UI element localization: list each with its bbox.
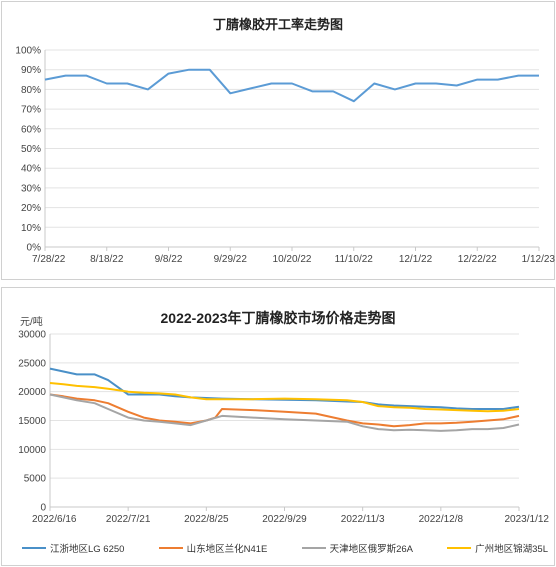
legend-swatch [447, 547, 472, 549]
y-tick-label: 10000 [18, 445, 46, 456]
y-tick-label: 100% [15, 46, 41, 57]
y-tick-label: 0 [40, 503, 46, 514]
x-tick-label: 2022/8/25 [184, 514, 229, 525]
price-chart-legend: 江浙地区LG 6250 山东地区兰化N41E 天津地区俄罗斯26A 广州地区锦湖… [22, 540, 548, 556]
legend-swatch [158, 547, 183, 549]
y-tick-label: 90% [21, 65, 41, 76]
x-tick-label: 12/1/22 [399, 254, 433, 265]
x-tick-label: 7/28/22 [32, 254, 66, 265]
x-tick-label: 2022/9/29 [262, 514, 307, 525]
legend-swatch [22, 547, 46, 549]
x-tick-label: 2023/1/12 [505, 514, 550, 525]
x-tick-label: 8/18/22 [90, 254, 124, 265]
x-tick-label: 9/8/22 [155, 254, 183, 265]
y-axis-unit: 元/吨 [20, 315, 43, 328]
y-tick-label: 20000 [18, 387, 46, 398]
price-chart-title: 2022-2023年丁腈橡胶市场价格走势图 [160, 310, 396, 326]
utilization-series-line [44, 68, 539, 103]
y-tick-label: 30% [21, 183, 41, 194]
legend-swatch [301, 547, 326, 549]
utilization-chart-panel: 丁腈橡胶开工率走势图 0% 10% 20% 30% 40% 50% 60% 70% 80% 90%… [1, 1, 555, 280]
x-tick-label: 12/22/22 [458, 254, 497, 265]
x-tick-label: 1/12/23 [522, 254, 556, 265]
y-tick-label: 50% [21, 144, 41, 155]
legend-item: 广州地区锦湖35L [447, 541, 548, 555]
legend-item: 江浙地区LG 6250 [22, 541, 124, 555]
y-tick-label: 5000 [24, 474, 47, 485]
legend-item: 山东地区兰化N41E [158, 541, 268, 555]
y-tick-label: 30000 [18, 330, 46, 341]
price-series-line [49, 393, 520, 432]
price-series-line [49, 393, 520, 428]
price-chart-svg: 元/吨 0 5000 10000 15000 20000 25000 30000 2022/6/… [18, 315, 550, 525]
x-tick-label: 10/20/22 [273, 254, 312, 265]
utilization-chart-title: 丁腈橡胶开工率走势图 [212, 17, 343, 32]
y-tick-label: 25000 [18, 358, 46, 369]
x-tick-label: 9/29/22 [214, 254, 248, 265]
x-tick-label: 2022/6/16 [32, 514, 77, 525]
legend-label: 广州地区锦湖35L [475, 544, 548, 555]
y-tick-label: 15000 [18, 416, 46, 427]
y-tick-label: 80% [21, 85, 41, 96]
utilization-chart-svg: 0% 10% 20% 30% 40% 50% 60% 70% 80% 90% 100% 7/28/22… [15, 46, 556, 266]
x-tick-label: 2022/11/3 [341, 514, 385, 525]
price-series-line [49, 367, 520, 410]
x-tick-label: 11/10/22 [335, 254, 374, 265]
legend-label: 江浙地区LG 6250 [50, 544, 125, 555]
x-tick-label: 2022/7/21 [106, 514, 151, 525]
y-tick-label: 20% [21, 203, 41, 214]
legend-label: 天津地区俄罗斯26A [329, 544, 413, 555]
legend-item: 天津地区俄罗斯26A [301, 541, 413, 555]
y-tick-label: 60% [21, 124, 41, 135]
y-tick-label: 10% [21, 223, 41, 234]
price-series-line [49, 382, 520, 413]
y-tick-label: 70% [21, 105, 41, 116]
price-chart-panel: 2022-2023年丁腈橡胶市场价格走势图 元/吨 0 5000 10000 15000… [1, 287, 555, 566]
y-tick-label: 40% [21, 164, 41, 175]
legend-label: 山东地区兰化N41E [186, 544, 268, 555]
y-tick-label: 0% [27, 243, 42, 254]
x-tick-label: 2022/12/8 [419, 514, 464, 525]
